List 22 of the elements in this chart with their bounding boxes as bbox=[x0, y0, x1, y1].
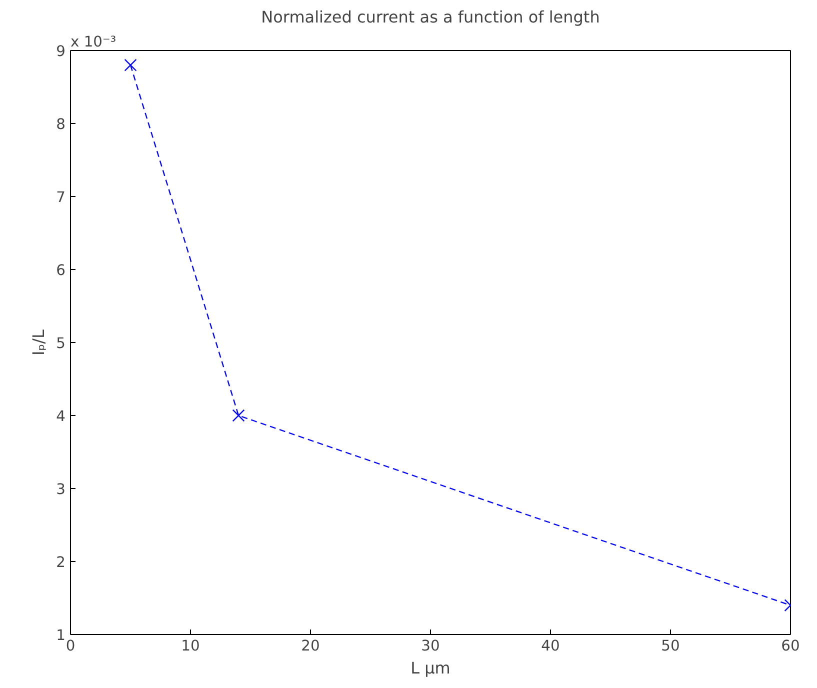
y-tick-label: 1 bbox=[56, 627, 66, 644]
y-tick-label: 8 bbox=[56, 116, 66, 133]
chart-title: Normalized current as a function of length bbox=[261, 8, 600, 26]
y-tick-label: 7 bbox=[56, 189, 66, 206]
x-axis-title: L µm bbox=[410, 658, 450, 678]
y-tick-label: 6 bbox=[56, 262, 66, 279]
y-tick-label: 3 bbox=[56, 481, 66, 498]
y-tick-label: 5 bbox=[56, 335, 66, 352]
y-tick-label: 9 bbox=[56, 43, 66, 60]
y-tick-label: 4 bbox=[56, 408, 66, 425]
point bbox=[124, 58, 137, 72]
y-tick-label: 2 bbox=[56, 554, 66, 571]
y-axis-title: Iₚ/L bbox=[29, 329, 48, 356]
x-tick-label: 30 bbox=[421, 638, 440, 654]
x-tick-label: 0 bbox=[66, 638, 76, 654]
x-tick-label: 20 bbox=[301, 638, 320, 654]
x-tick-label: 60 bbox=[781, 638, 800, 654]
annotation: x 10⁻³ bbox=[70, 34, 116, 50]
point bbox=[232, 409, 245, 422]
x-tick-label: 10 bbox=[181, 638, 200, 654]
x-tick-label: 40 bbox=[541, 638, 560, 654]
x-tick-label: 50 bbox=[661, 638, 680, 654]
